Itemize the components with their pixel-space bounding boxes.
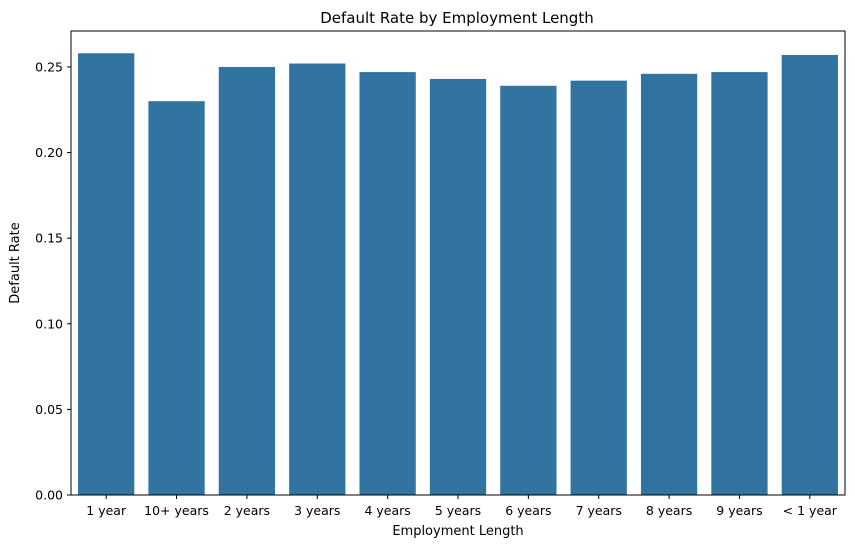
bar-5 (429, 78, 487, 495)
x-tick-label-10: < 1 year (783, 503, 838, 518)
x-axis-ticks: 1 year 10+ years 2 years 3 years 4 years 5 ye… (86, 495, 838, 518)
y-tick-label-4: 0.20 (35, 145, 63, 160)
chart-title: Default Rate by Employment Length (320, 9, 593, 27)
x-tick-label-8: 8 years (646, 503, 692, 518)
bar-4 (359, 72, 416, 495)
bar-7 (570, 80, 627, 496)
x-tick-label-3: 3 years (294, 503, 340, 518)
bar-10 (781, 54, 838, 495)
x-tick-label-2: 2 years (224, 503, 270, 518)
bar-9 (711, 72, 768, 495)
y-axis-label: Default Rate (8, 222, 23, 303)
x-axis-label: Employment Length (392, 524, 523, 539)
bar-3 (289, 63, 346, 495)
x-tick-label-0: 1 year (86, 503, 127, 518)
y-tick-label-1: 0.05 (35, 402, 63, 417)
y-tick-label-5: 0.25 (35, 59, 63, 74)
bar-8 (640, 73, 698, 496)
x-tick-label-7: 7 years (576, 503, 622, 518)
bar-6 (500, 85, 557, 495)
x-tick-label-4: 4 years (364, 503, 410, 518)
y-tick-label-3: 0.15 (35, 231, 63, 246)
y-tick-label-2: 0.10 (35, 316, 63, 331)
y-axis-ticks: 0.00 0.05 0.10 0.15 0.20 0.25 (35, 59, 71, 503)
plot-frame (70, 30, 846, 496)
y-tick-label-0: 0.00 (35, 488, 63, 503)
x-tick-label-1: 10+ years (144, 503, 209, 518)
bar-1 (148, 101, 205, 495)
x-tick-label-9: 9 years (716, 503, 762, 518)
bars-group (78, 53, 838, 496)
x-tick-label-6: 6 years (505, 503, 551, 518)
bar-2 (218, 66, 276, 496)
bar-0 (78, 53, 135, 495)
x-tick-label-5: 5 years (435, 503, 481, 518)
